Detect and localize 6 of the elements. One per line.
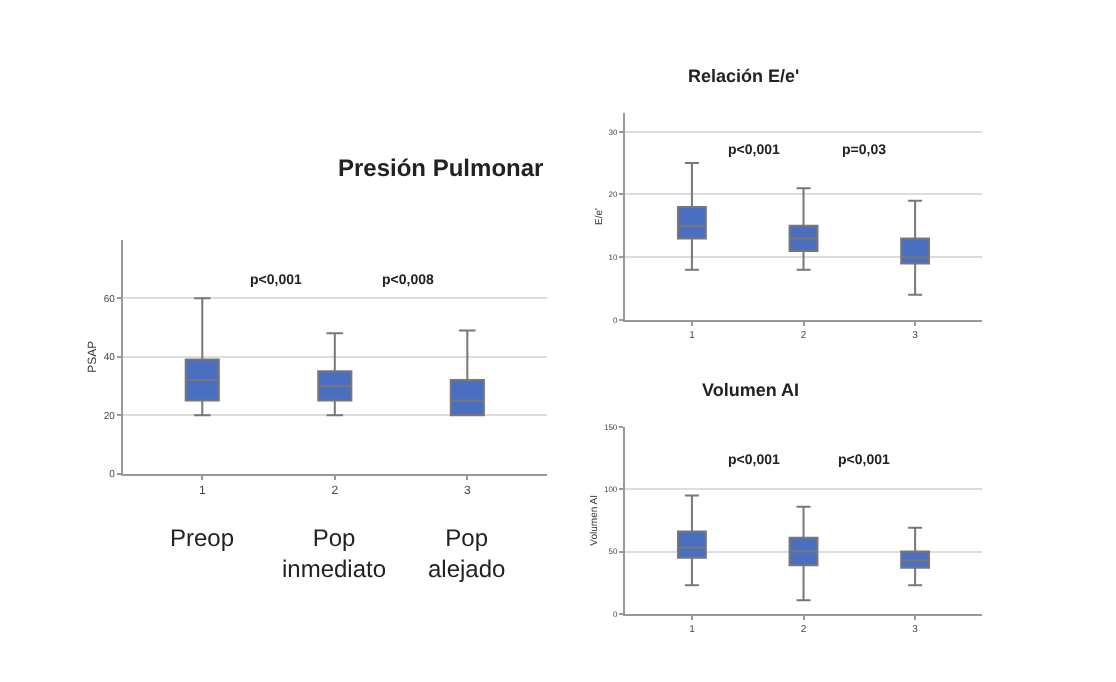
- text: Pop alejado: [428, 524, 507, 584]
- text: Pop inmediato: [282, 524, 387, 584]
- chart-title: Presión Pulmonar: [338, 154, 545, 182]
- chart-title: Volumen AI: [702, 380, 800, 400]
- chart-title: Relación E/e': [688, 66, 800, 86]
- text: Preop: [170, 524, 235, 552]
